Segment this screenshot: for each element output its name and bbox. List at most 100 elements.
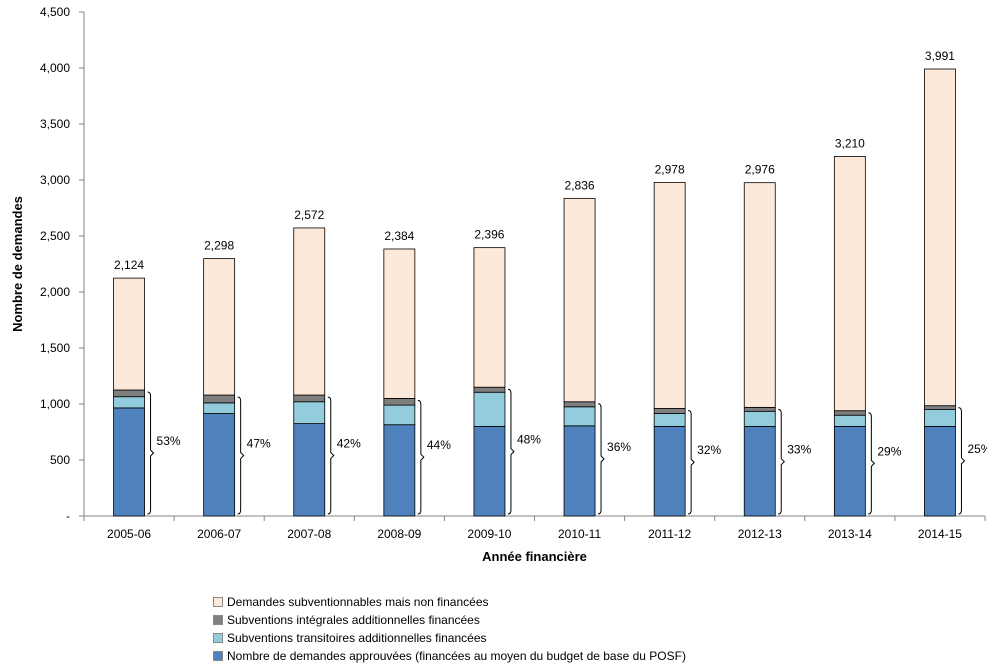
funded-percentage-label: 53% [157, 434, 181, 448]
y-tick-label: 3,000 [40, 173, 70, 187]
bar-segment-unfunded [293, 227, 326, 396]
y-tick-label: 1,500 [40, 341, 70, 355]
funded-percentage-label: 32% [697, 443, 721, 457]
bar-segment-unfunded [203, 258, 236, 396]
bar-segment-full [383, 397, 416, 406]
x-tick-label: 2007-08 [287, 527, 331, 541]
y-axis-title: Nombre de demandes [10, 196, 25, 332]
y-tick-label: 4,500 [40, 5, 70, 19]
bar-segment-approved [113, 407, 145, 517]
y-tick-label: 2,000 [40, 285, 70, 299]
x-tick-label: 2012-13 [738, 527, 782, 541]
bar-segment-unfunded [743, 182, 776, 408]
y-tick-label: 3,500 [40, 117, 70, 131]
total-label: 2,572 [294, 208, 324, 222]
funded-bracket [327, 396, 335, 515]
y-tick-label: 4,000 [40, 61, 70, 75]
funded-percentage-label: 48% [517, 433, 541, 447]
bar-segment-transitional [924, 409, 956, 427]
stacked-bar-chart: - 500 1,000 1,500 2,000 2,500 3,000 3,500 4,000 4… [10, 5, 987, 564]
bar-segment-unfunded [473, 247, 506, 388]
funded-bracket [868, 412, 876, 515]
funded-bracket [237, 396, 245, 515]
funded-bracket [147, 391, 155, 515]
bar-segment-full [293, 394, 326, 403]
total-label: 2,836 [565, 178, 595, 192]
total-label: 2,978 [655, 162, 685, 176]
funded-percentage-label: 36% [607, 440, 631, 454]
bar-segment-approved [833, 425, 866, 517]
x-tick-label: 2014-15 [918, 527, 962, 541]
funded-bracket [598, 403, 605, 515]
bar-segment-full [743, 406, 776, 412]
total-label: 2,384 [384, 229, 414, 243]
legend-swatch-approved [213, 651, 223, 661]
bar-segment-unfunded [113, 277, 145, 391]
bar-segment-approved [203, 413, 236, 517]
funded-percentage-label: 33% [787, 443, 811, 457]
total-label: 3,210 [835, 136, 865, 150]
legend-item: Subventions intégrales additionnelles fi… [213, 611, 686, 629]
bar-segment-transitional [293, 401, 326, 425]
bar-segment-full [473, 386, 506, 393]
x-tick-label: 2013-14 [828, 527, 872, 541]
bar-segment-unfunded [653, 182, 686, 409]
bar-segment-transitional [383, 404, 416, 426]
y-tick-label: - [66, 509, 70, 523]
x-tick-label: 2005-06 [107, 527, 151, 541]
bar-segment-unfunded [383, 248, 416, 399]
x-tick-label: 2006-07 [197, 527, 241, 541]
legend-swatch-unfunded [213, 597, 223, 607]
funded-percentage-label: 44% [427, 438, 451, 452]
bar-segment-transitional [563, 406, 596, 427]
funded-bracket [507, 388, 515, 515]
bar-segment-transitional [203, 402, 236, 414]
bar-segment-approved [743, 425, 776, 517]
bar-segment-approved [473, 425, 506, 517]
funded-bracket [958, 407, 966, 515]
total-label: 2,124 [114, 258, 144, 272]
funded-percentage-label: 47% [247, 437, 271, 451]
legend-swatch-full-grants [213, 615, 223, 625]
funded-percentage-label: 29% [877, 444, 901, 458]
bar-segment-transitional [833, 414, 866, 427]
legend-label-approved: Nombre de demandes approuvées (financées… [227, 649, 686, 663]
x-tick-label: 2009-10 [467, 527, 511, 541]
total-label: 3,991 [925, 49, 955, 63]
funded-bracket [417, 399, 425, 515]
bar-segment-full [653, 408, 686, 414]
bar-segment-transitional [113, 396, 145, 409]
funded-bracket [688, 409, 695, 515]
funded-bracket [778, 408, 785, 515]
bar-segment-transitional [473, 391, 506, 427]
bar-segment-approved [563, 425, 596, 517]
total-label: 2,976 [745, 163, 775, 177]
bar-segment-full [203, 394, 236, 404]
bar-segment-approved [924, 425, 956, 517]
bar-segment-unfunded [563, 197, 596, 403]
bar-segment-full [924, 405, 956, 410]
bar-segment-unfunded [833, 156, 866, 412]
x-tick-label: 2008-09 [377, 527, 421, 541]
funded-percentage-label: 25% [967, 442, 987, 456]
legend-swatch-transitional-grants [213, 633, 223, 643]
bar-segment-full [113, 389, 145, 398]
x-tick-label: 2010-11 [558, 527, 601, 541]
bar-segment-transitional [743, 410, 776, 427]
bar-segment-unfunded [924, 68, 956, 407]
bar-segment-approved [293, 423, 326, 517]
legend-item: Demandes subventionnables mais non finan… [213, 593, 686, 611]
x-axis-title: Année financière [482, 549, 587, 564]
y-tick-label: 1,000 [40, 397, 70, 411]
legend-label-full-grants: Subventions intégrales additionnelles fi… [227, 613, 480, 627]
legend-item: Nombre de demandes approuvées (financées… [213, 647, 686, 665]
x-tick-label: 2011-12 [648, 527, 691, 541]
y-tick-label: 500 [50, 453, 70, 467]
legend-label-unfunded: Demandes subventionnables mais non finan… [227, 595, 489, 609]
total-label: 2,396 [474, 228, 504, 242]
legend-item: Subventions transitoires additionnelles … [213, 629, 686, 647]
y-tick-label: 2,500 [40, 229, 70, 243]
legend-label-transitional-grants: Subventions transitoires additionnelles … [227, 631, 487, 645]
legend: Demandes subventionnables mais non finan… [213, 593, 686, 665]
total-label: 2,298 [204, 239, 234, 253]
